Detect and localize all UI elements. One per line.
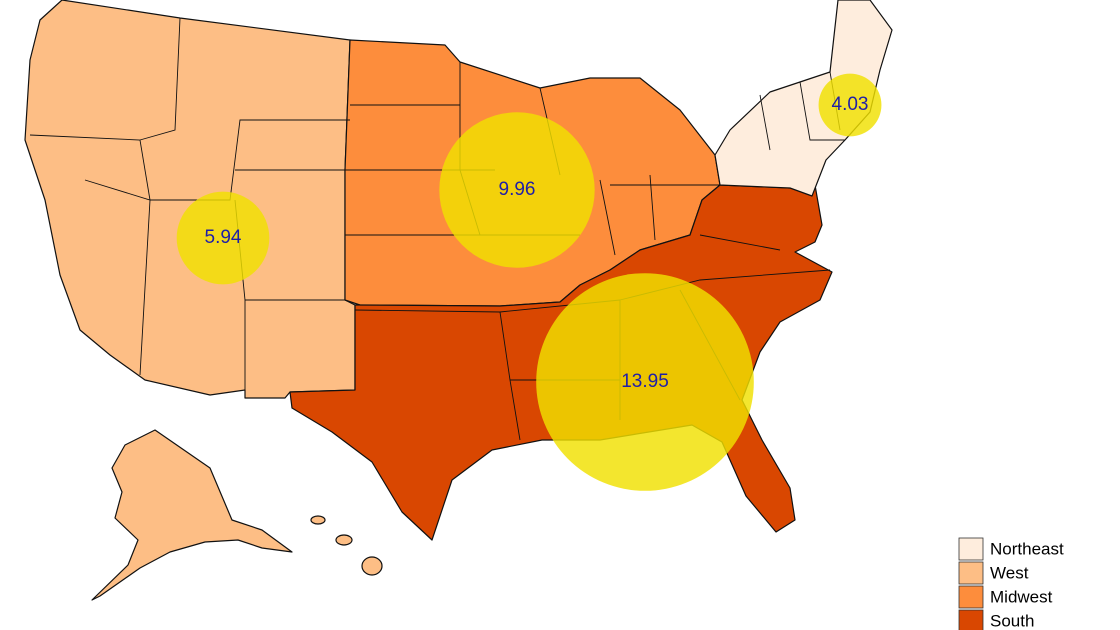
region-northeast [714,0,893,197]
legend-label: West [990,563,1029,582]
hawaii-island [310,515,326,525]
bubble [536,273,754,491]
bubble [176,191,270,285]
bubble-label: 5.94 [205,227,242,248]
bubble-label: 13.95 [621,371,669,392]
hawaii-island [335,534,353,546]
legend-swatch [958,537,984,561]
legend: Northeast West Midwest South [958,537,1064,630]
bubble-label: 9.96 [499,179,536,200]
regions [24,0,893,601]
legend-label: Midwest [990,587,1053,606]
hawaii [310,515,383,576]
bubble [818,73,882,137]
hawaii-island [361,556,383,576]
region-west [24,0,356,399]
legend-label: Northeast [990,539,1064,558]
legend-swatch [958,585,984,609]
bubble [439,112,595,268]
legend-label: South [990,611,1034,630]
bubble-label: 4.03 [832,94,869,115]
legend-swatch [958,609,984,630]
bubbles: 5.94 9.96 13.95 4.03 [176,73,882,491]
alaska [91,429,293,601]
legend-swatch [958,561,984,585]
